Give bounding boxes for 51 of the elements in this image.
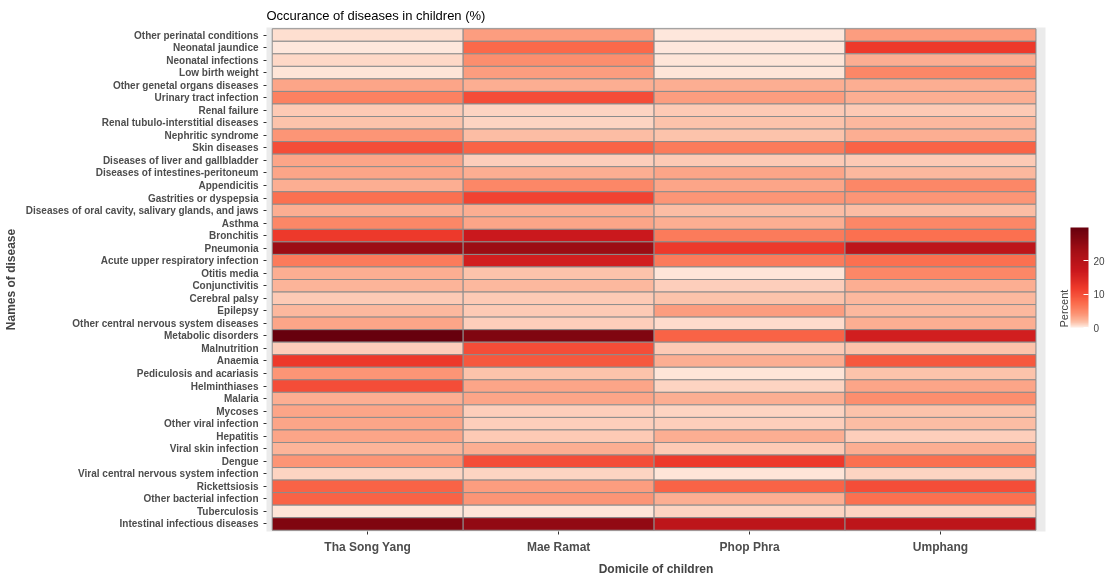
y-tick-label: Dengue	[221, 455, 259, 467]
y-tick-label: Mycoses	[216, 405, 259, 417]
y-tick-label: Appendicitis	[198, 179, 259, 191]
y-tick-label: Diseases of oral cavity, salivary glands, and jaws	[25, 205, 259, 217]
y-tick-label: Intestinal infectious diseases	[119, 518, 259, 530]
y-tick-label: Cerebral palsy	[189, 292, 259, 304]
y-tick-label: Nephritic syndrome	[164, 129, 259, 141]
y-tick-label: Viral skin infection	[169, 443, 259, 455]
color-bar-label: 0	[1093, 322, 1100, 334]
y-tick-label: Renal failure	[198, 104, 259, 116]
y-tick-label: Malnutrition	[201, 342, 259, 354]
y-tick-label: Other central nervous system diseases	[72, 317, 259, 329]
y-tick-label: Helminthiases	[190, 380, 259, 392]
y-tick-label: Other genetal organs diseases	[112, 79, 259, 91]
y-axis-title: Names of disease	[3, 228, 18, 331]
y-tick-label: Skin diseases	[192, 142, 259, 154]
y-tick-label: Tuberculosis	[197, 505, 259, 517]
y-tick-label: Asthma	[221, 217, 259, 229]
y-tick-label: Metabolic disorders	[164, 330, 259, 342]
y-tick-label: Renal tubulo-interstitial diseases	[101, 117, 259, 129]
y-tick-label: Bronchitis	[209, 230, 259, 242]
y-tick-label: Other viral infection	[164, 418, 259, 430]
color-bar-title: Percent	[1057, 289, 1070, 328]
y-tick-label: Anaemia	[216, 355, 259, 367]
y-tick-label: Diseases of intestines-peritoneum	[95, 167, 259, 179]
y-tick-label: Pediculosis and acariasis	[136, 368, 259, 380]
y-tick-label: Hepatitis	[216, 430, 259, 442]
y-tick-label: Viral central nervous system infection	[78, 468, 259, 480]
x-axis-title: Domicile of children	[598, 561, 714, 576]
y-tick-label: Low birth weight	[179, 67, 260, 79]
y-tick-label: Pneumonia	[204, 242, 259, 254]
y-tick-label: Other bacterial infection	[143, 493, 259, 505]
color-bar-label: 10	[1093, 289, 1106, 301]
y-tick-label: Malaria	[224, 393, 259, 405]
y-tick-label: Otitis media	[201, 267, 259, 279]
y-tick-label: Rickettsiosis	[196, 480, 259, 492]
y-tick-label: Epilepsy	[217, 305, 259, 317]
color-bar-label: 20	[1093, 255, 1106, 267]
x-tick-label: Umphang	[912, 539, 969, 554]
x-tick-label: Tha Song Yang	[324, 539, 411, 554]
y-tick-label: Gastrities or dyspepsia	[147, 192, 259, 204]
y-tick-label: Other perinatal conditions	[134, 29, 259, 41]
y-tick-label: Neonatal jaundice	[172, 42, 259, 54]
y-tick-label: Acute upper respiratory infection	[100, 255, 259, 267]
x-tick-label: Mae Ramat	[526, 539, 591, 554]
y-tick-label: Urinary tract infection	[154, 92, 259, 104]
y-tick-label: Neonatal infections	[166, 54, 259, 66]
x-tick-label: Phop Phra	[719, 539, 780, 554]
y-tick-label: Conjunctivitis	[192, 280, 259, 292]
chart-title: Occurance of diseases in children (%)	[266, 7, 486, 23]
y-tick-label: Diseases of liver and gallbladder	[102, 154, 259, 166]
